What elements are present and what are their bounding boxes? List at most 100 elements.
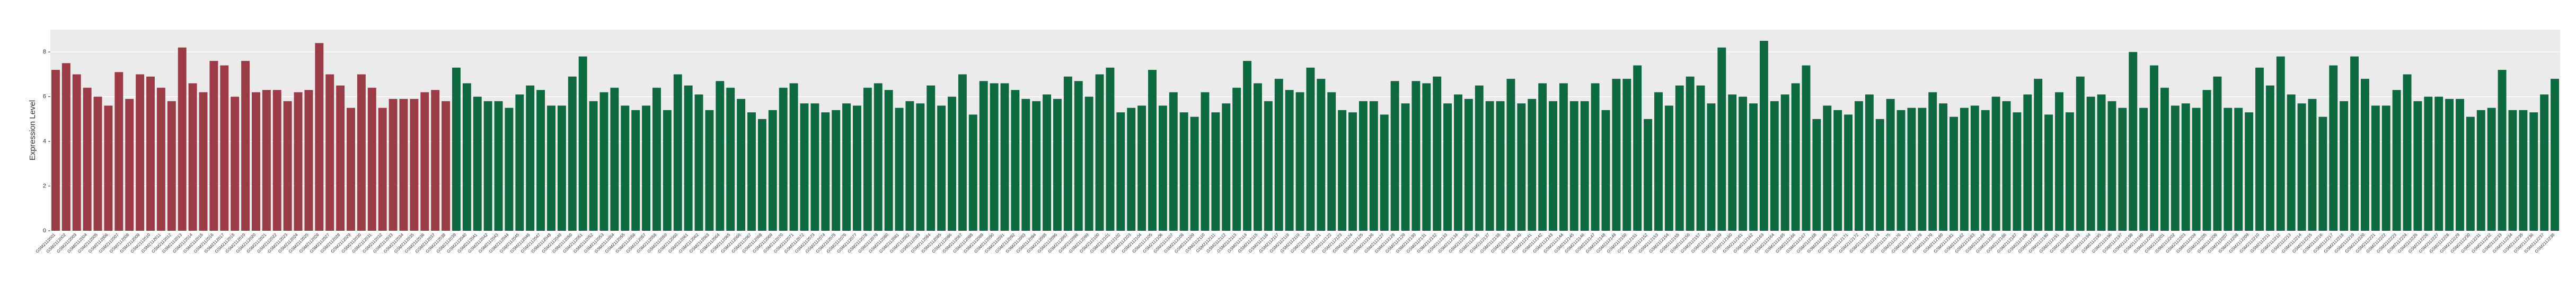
bar [652,87,661,231]
bar [1032,101,1041,231]
bar [399,98,408,231]
bar [1295,92,1304,231]
bar [1865,94,1874,231]
bar [2476,110,2485,231]
bar [2076,76,2085,231]
bar [1538,83,1547,231]
bar [916,103,925,231]
bar [821,112,830,231]
bar [2097,94,2106,231]
bar [410,98,419,231]
bar [832,110,841,231]
bar [990,83,999,231]
bar [2287,94,2296,231]
bar [536,90,545,231]
bar [1369,101,1378,231]
bar [2202,90,2211,231]
bar [673,74,682,231]
bar [156,87,165,231]
bar [2044,114,2053,231]
bar [1380,114,1389,231]
bar [51,70,60,231]
bar [2540,94,2549,231]
bar [367,87,376,231]
bar [315,43,324,231]
bar [2213,76,2222,231]
bar [2034,78,2043,231]
bar [2498,70,2507,231]
y-tick-label: 8 [43,49,46,55]
bar [1707,103,1716,231]
bar [1549,101,1557,231]
y-tick-label: 4 [43,138,46,145]
bar [1254,83,1262,231]
bar [2086,96,2095,231]
bar [104,105,113,231]
bar [1844,114,1853,231]
bar [2413,101,2422,231]
bar [757,119,766,231]
bar [2456,98,2464,231]
bar [2245,112,2254,231]
bar [1043,94,1052,231]
bar [810,103,819,231]
bar [241,61,250,231]
bar [1433,76,1442,231]
bar [1000,83,1009,231]
bar [2350,56,2359,231]
bar [2265,85,2274,231]
bar [231,96,240,231]
bar [599,92,608,231]
bar [1095,74,1104,231]
bar [1949,116,1958,231]
bar [1158,105,1167,231]
bar [631,110,640,231]
bar [1190,116,1199,231]
bar [737,98,746,231]
bar [220,65,229,231]
bar [2224,107,2233,231]
bar [1116,112,1125,231]
bar [716,81,725,231]
bar [2360,78,2369,231]
bar [2107,101,2116,231]
bar [378,107,387,231]
bar [694,94,703,231]
bar [2519,110,2528,231]
bar [431,90,440,231]
bar [1285,90,1294,231]
bar [1960,107,1969,231]
bar [1274,78,1283,231]
bar [442,101,451,231]
bar [1728,94,1737,231]
bar [1211,112,1220,231]
bar [895,107,904,231]
bar [1739,96,1748,231]
bar [800,103,809,231]
bar [251,92,260,231]
bar [642,105,651,231]
bar [2529,112,2538,231]
bar [1855,101,1863,231]
bar [505,107,514,231]
bar [2255,67,2264,231]
bar [1485,101,1494,231]
bar [2297,103,2306,231]
bar [336,85,345,231]
bar [2508,110,2517,231]
bar [948,96,956,231]
bar [483,101,492,231]
bar [610,87,619,231]
bar [1770,101,1779,231]
bar [2002,101,2011,231]
bar [2371,105,2380,231]
bar [1886,98,1895,231]
bar [2424,96,2433,231]
bar [2318,116,2327,231]
bar [684,85,693,231]
bar [515,94,524,231]
bar [178,47,187,231]
bar [589,101,598,231]
bar [283,101,292,231]
bar [347,107,355,231]
